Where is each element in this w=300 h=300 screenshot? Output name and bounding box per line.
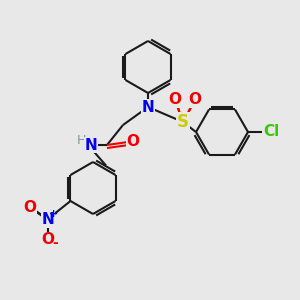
Text: O: O [188, 92, 202, 107]
Text: H: H [76, 134, 86, 148]
Text: N: N [42, 212, 54, 227]
Text: +: + [48, 209, 58, 219]
Text: O: O [127, 134, 140, 149]
Text: N: N [142, 100, 154, 115]
Text: Cl: Cl [263, 124, 279, 140]
Text: S: S [177, 113, 189, 131]
Text: O: O [41, 232, 55, 247]
Text: -: - [52, 236, 58, 250]
Text: O: O [23, 200, 37, 214]
Text: N: N [85, 137, 98, 152]
Text: O: O [169, 92, 182, 107]
